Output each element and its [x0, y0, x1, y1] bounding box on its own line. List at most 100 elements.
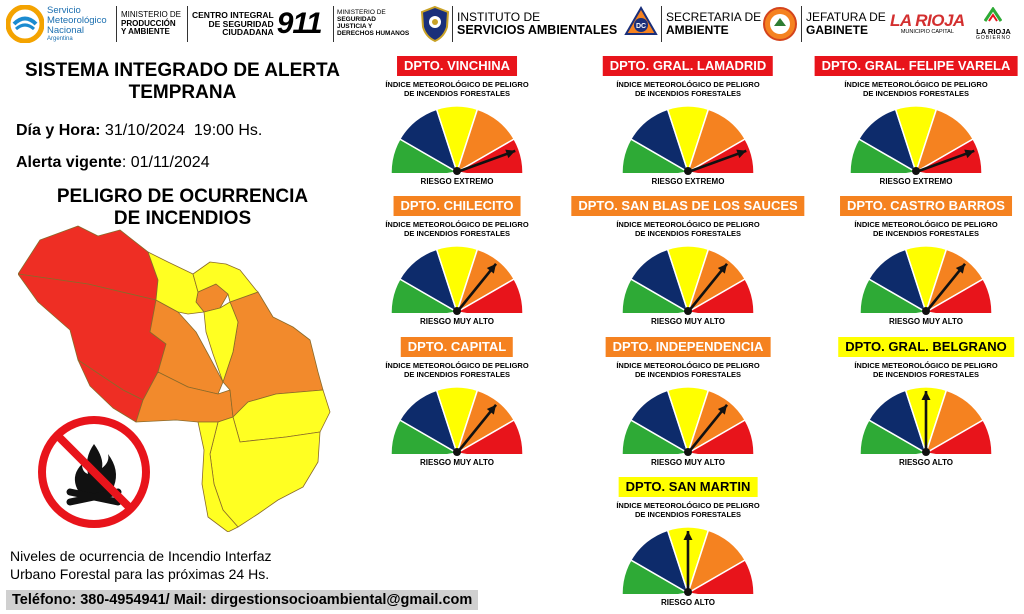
gauge-caption-line: ÍNDICE METEOROLÓGICO DE PELIGRO — [616, 361, 760, 370]
gauge-caption-line: ÍNDICE METEOROLÓGICO DE PELIGRO — [616, 80, 760, 89]
gauge-caption-line: DE INCENDIOS FORESTALES — [872, 370, 980, 379]
gauge-segment-extremo — [685, 137, 755, 173]
gauge-panel: DPTO. CASTRO BARROS ÍNDICE METEOROLÓGICO … — [806, 196, 1024, 331]
instituto-line: INSTITUTO DE — [457, 10, 541, 25]
smn-logo: Servicio Meteorológico Nacional Argentin… — [6, 4, 107, 44]
gauge-needle-head — [505, 149, 516, 159]
section-title: PELIGRO DE OCURRENCIA DE INCENDIOS — [0, 186, 365, 230]
title-line: SISTEMA INTEGRADO DE ALERTA — [25, 60, 340, 81]
gauge-caption-line: DE INCENDIOS FORESTALES — [634, 89, 742, 98]
gauge-caption: ÍNDICE METEOROLÓGICO DE PELIGRO DE INCEND… — [337, 80, 577, 98]
jefatura-line: JEFATURA DE — [806, 10, 886, 25]
gauge-caption-line: ÍNDICE METEOROLÓGICO DE PELIGRO — [854, 220, 998, 229]
alert-label: Alerta vigente — [16, 154, 122, 171]
centro-911-logo: CENTRO INTEGRAL DE SEGURIDAD CIUDADANA 9… — [192, 4, 323, 44]
gauge-needle-head — [486, 404, 497, 415]
map-region-rosario-vera-penaloza — [197, 421, 239, 532]
risk-gauge — [621, 526, 755, 596]
gauge-needle-head — [921, 391, 931, 400]
municipio-line: MUNICIPIO CAPITAL — [900, 29, 954, 36]
gauge-needle-head — [717, 404, 728, 415]
gauge-needle-head — [964, 149, 975, 159]
gauge-panel: DPTO. SAN BLAS DE LOS SAUCES ÍNDICE METEO… — [568, 196, 808, 331]
provincial-seal-logo — [762, 4, 798, 44]
gauge-caption-line: DE INCENDIOS FORESTALES — [634, 510, 742, 519]
smn-line: Argentina — [47, 35, 73, 42]
alert-line: Alerta vigente: 01/11/2024 — [16, 154, 210, 172]
gauge-caption: ÍNDICE METEOROLÓGICO DE PELIGRO DE INCEND… — [568, 80, 808, 98]
gauge-hub — [922, 448, 930, 456]
gauge-panel: DPTO. INDEPENDENCIA ÍNDICE METEOROLÓGICO … — [568, 337, 808, 472]
ministerio-seguridad-logo: MINISTERIO DE SEGURIDAD JUSTICIA Y DEREC… — [337, 4, 409, 44]
risk-label: RIESGO EXTREMO — [651, 177, 725, 186]
gauge-panel: DPTO. GRAL. FELIPE VARELA ÍNDICE METEOROL… — [796, 56, 1024, 191]
gauge-caption-line: ÍNDICE METEOROLÓGICO DE PELIGRO — [616, 220, 760, 229]
instituto-line: SERVICIOS AMBIENTALES — [457, 22, 618, 37]
risk-label: RIESGO MUY ALTO — [651, 317, 725, 326]
risk-gauge — [859, 386, 993, 456]
mp-line: Y AMBIENTE — [121, 27, 170, 37]
risk-gauge — [621, 105, 755, 175]
contact-bar: Teléfono: 380-4954941/ Mail: dirgestions… — [6, 590, 478, 610]
gauge-caption: ÍNDICE METEOROLÓGICO DE PELIGRO DE INCEND… — [568, 220, 808, 238]
risk-gauge — [390, 105, 524, 175]
department-name: DPTO. CHILECITO — [393, 196, 521, 216]
department-name: DPTO. SAN MARTIN — [618, 477, 758, 497]
jefatura-logo: JEFATURA DE GABINETE — [806, 4, 886, 44]
instituto-logo: INSTITUTO DE SERVICIOS AMBIENTALES — [457, 4, 617, 44]
gauge-caption-line: DE INCENDIOS FORESTALES — [403, 229, 511, 238]
ms-line: DERECHOS HUMANOS — [337, 29, 410, 37]
gauge-segment-extremo — [685, 418, 755, 454]
ms-line: SEGURIDAD — [337, 16, 377, 24]
gauge-panel: DPTO. CHILECITO ÍNDICE METEOROLÓGICO DE P… — [337, 196, 577, 331]
no-fire-icon — [38, 416, 150, 528]
risk-label: RIESGO MUY ALTO — [651, 458, 725, 467]
gauge-needle — [687, 149, 747, 174]
secretaria-line: AMBIENTE — [666, 23, 729, 37]
ministerio-produccion-logo: MINISTERIO DE PRODUCCIÓN Y AMBIENTE — [121, 4, 181, 44]
department-name: DPTO. GRAL. FELIPE VARELA — [814, 56, 1018, 76]
department-name: DPTO. GRAL. BELGRANO — [838, 337, 1014, 357]
secretaria-logo: SECRETARIA DE AMBIENTE — [666, 4, 761, 44]
gauge-needle — [686, 262, 729, 313]
alert-value: : 01/11/2024 — [121, 154, 210, 171]
risk-label: RIESGO MUY ALTO — [420, 317, 494, 326]
gauge-panel: DPTO. GRAL. BELGRANO ÍNDICE METEOROLÓGICO… — [806, 337, 1024, 472]
municipio-line: LA RIOJA — [890, 11, 965, 31]
gauge-caption-line: DE INCENDIOS FORESTALES — [634, 370, 742, 379]
jefatura-line: GABINETE — [806, 23, 869, 37]
risk-label: RIESGO EXTREMO — [420, 177, 494, 186]
datetime-line: Día y Hora: 31/10/2024 19:00 Hs. — [16, 122, 262, 140]
gauge-needle — [456, 149, 516, 174]
mp-line: MINISTERIO DE — [121, 10, 182, 20]
municipio-logo: LA RIOJA MUNICIPIO CAPITAL — [890, 4, 965, 44]
gauge-needle — [455, 262, 498, 313]
police-shield-icon — [420, 5, 450, 43]
mp-line: PRODUCCIÓN — [121, 18, 176, 28]
gobierno-logo: LA RIOJA GOBIERNO — [976, 4, 1011, 44]
map-region-san-blas — [192, 261, 259, 303]
gauge-segment-extremo — [923, 418, 993, 454]
police-badge-logo — [420, 4, 450, 44]
subtitle-line: DE INCENDIOS — [113, 208, 252, 229]
defensa-civil-triangle-icon: DC — [624, 6, 658, 35]
gauge-needle-head — [717, 263, 728, 274]
smn-line: Meteorológico — [47, 14, 107, 26]
gauge-segment-extremo — [454, 277, 524, 313]
gauge-needle — [915, 149, 975, 174]
gauge-caption-line: ÍNDICE METEOROLÓGICO DE PELIGRO — [844, 80, 988, 89]
gauge-caption-line: DE INCENDIOS FORESTALES — [403, 370, 511, 379]
risk-label: RIESGO ALTO — [660, 598, 716, 607]
ms-line: MINISTERIO DE — [337, 9, 386, 17]
gauge-caption-line: ÍNDICE METEOROLÓGICO DE PELIGRO — [385, 220, 529, 229]
divider — [333, 6, 334, 42]
department-name: DPTO. INDEPENDENCIA — [605, 337, 771, 357]
risk-gauge — [390, 245, 524, 315]
forecast-note: Niveles de ocurrencia de Incendio Interf… — [10, 547, 337, 583]
provincial-seal-icon — [763, 7, 797, 41]
gauge-needle — [455, 403, 498, 454]
department-name: DPTO. CAPITAL — [400, 337, 514, 357]
gobierno-emblem-icon — [984, 6, 1003, 22]
gauge-hub — [453, 307, 461, 315]
gauge-hub — [684, 448, 692, 456]
